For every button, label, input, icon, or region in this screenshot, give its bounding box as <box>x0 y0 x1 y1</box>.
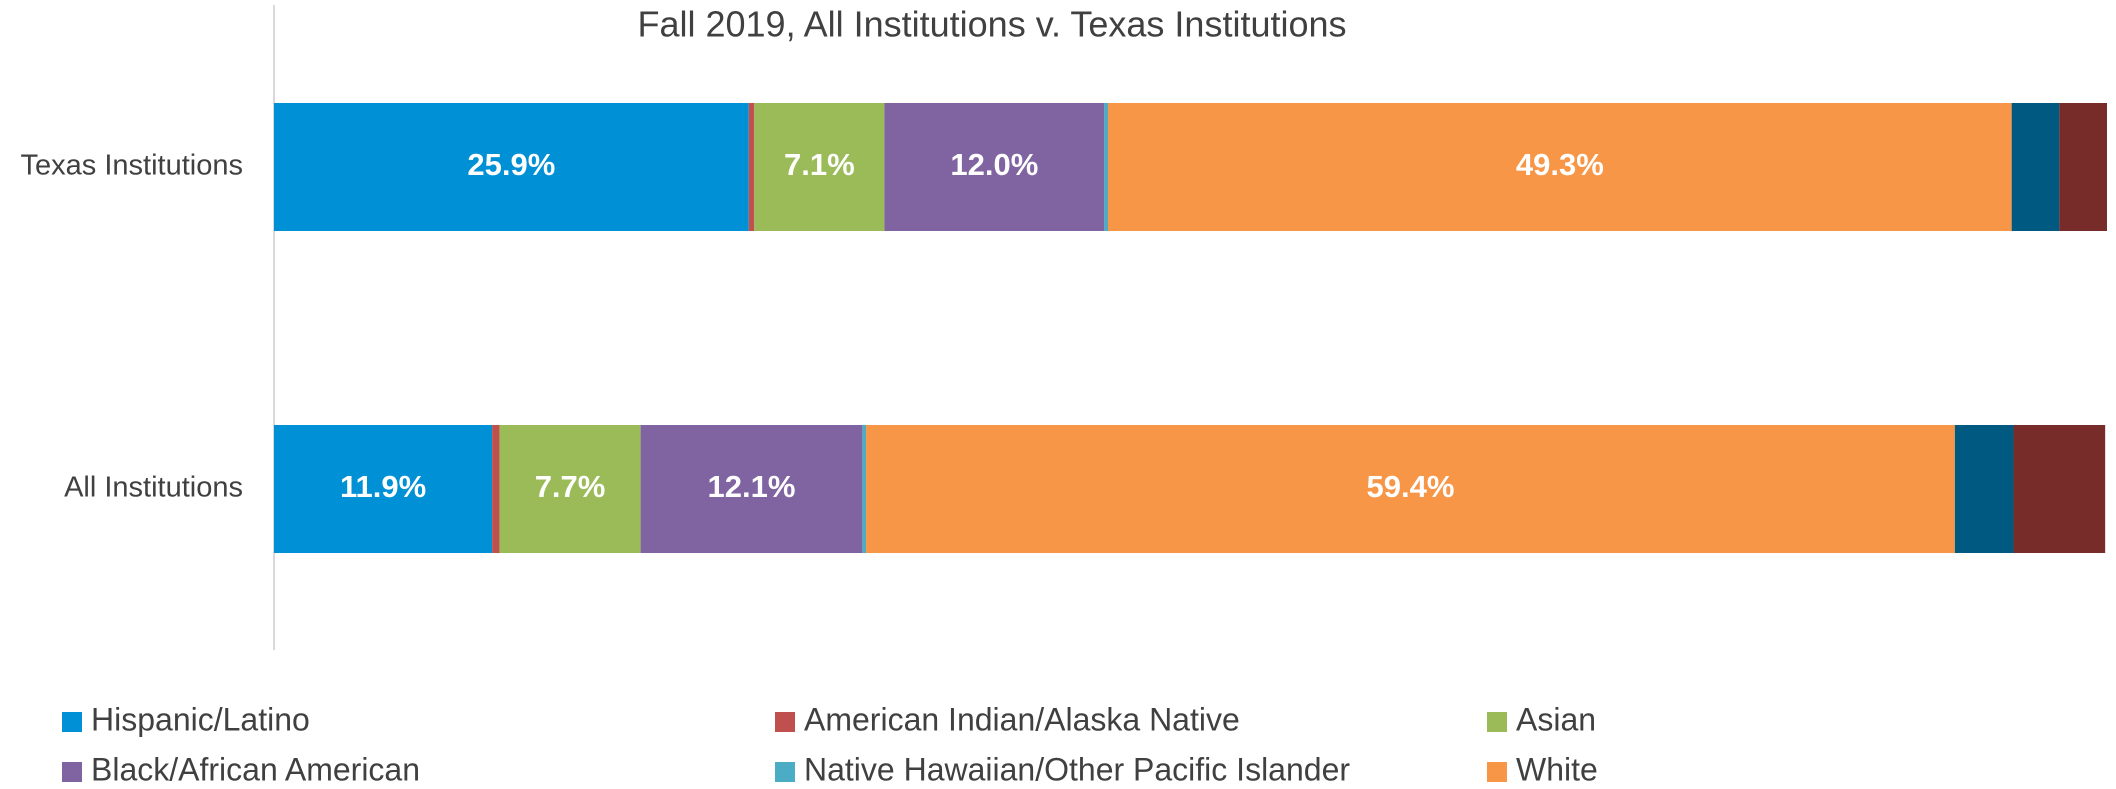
data-label: 11.9% <box>340 469 426 504</box>
bar-segment <box>884 103 1105 231</box>
legend-label: Hispanic/Latino <box>91 701 310 737</box>
data-label: 12.1% <box>708 469 796 504</box>
bar-segment <box>748 103 755 231</box>
legend-swatch <box>62 762 82 782</box>
legend-swatch <box>1487 712 1507 732</box>
legend-label: Native Hawaiian/Other Pacific Islander <box>804 751 1350 787</box>
bar-segment <box>866 425 1955 553</box>
chart-title: Fall 2019, All Institutions v. Texas Ins… <box>637 4 1346 45</box>
bar-segment <box>1108 103 2012 231</box>
bar-segment <box>274 425 493 553</box>
data-label: 7.7% <box>535 469 606 504</box>
data-label: 25.9% <box>467 147 555 182</box>
y-tick-label: All Institutions <box>64 472 243 504</box>
bar-segment <box>499 425 641 553</box>
legend-swatch <box>62 712 82 732</box>
legend-swatch <box>1487 762 1507 782</box>
bar-segment <box>862 425 867 553</box>
legend-label: White <box>1516 751 1598 787</box>
bar-segment <box>1104 103 1109 231</box>
legend-label: Black/African American <box>91 751 420 787</box>
data-label: 12.0% <box>950 147 1038 182</box>
bar-segment <box>274 103 749 231</box>
bar-segment <box>2011 103 2060 231</box>
bar-segment <box>1954 425 2014 553</box>
data-label: 7.1% <box>784 147 855 182</box>
legend-swatch <box>775 712 795 732</box>
data-label: 49.3% <box>1516 147 1604 182</box>
y-tick-label: Texas Institutions <box>21 150 243 182</box>
bar-segment <box>2059 103 2107 231</box>
data-label: 59.4% <box>1367 469 1455 504</box>
legend-label: Asian <box>1516 701 1596 737</box>
legend-label: American Indian/Alaska Native <box>804 701 1240 737</box>
bar-segment <box>492 425 500 553</box>
bar-segment <box>754 103 885 231</box>
bar-segment <box>640 425 863 553</box>
legend-swatch <box>775 762 795 782</box>
bar-segment <box>2013 425 2106 553</box>
